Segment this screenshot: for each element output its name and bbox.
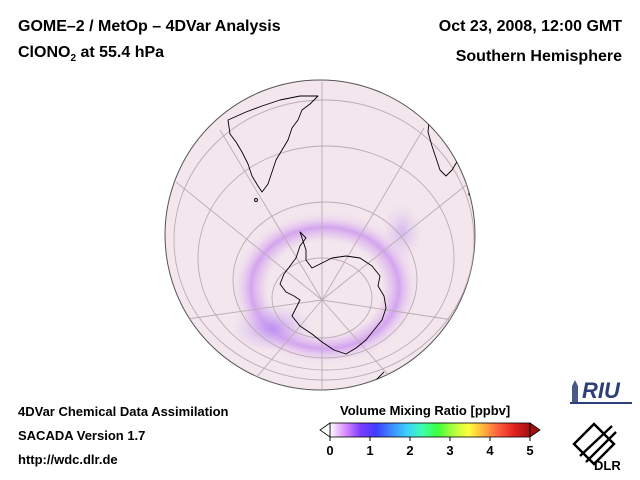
colorbar-ticks: 0 1 2 3 4 5 <box>326 437 534 458</box>
high-value-blob-east <box>382 204 422 260</box>
footer-url[interactable]: http://wdc.dlr.de <box>18 452 118 467</box>
south-america-outline <box>227 95 319 193</box>
species-level-label: ClONO2 at 55.4 hPa <box>18 44 164 64</box>
colorbar-under-arrow <box>319 422 331 438</box>
antarctica-outline <box>279 231 387 355</box>
hemisphere-label: Southern Hemisphere <box>455 48 622 65</box>
map-title: GOME–2 / MetOp – 4DVar Analysis <box>18 18 281 35</box>
colorbar-body <box>329 422 531 438</box>
species-subscript: 2 <box>70 53 77 65</box>
footer-version: SACADA Version 1.7 <box>18 428 146 443</box>
dlr-logo-mark <box>572 422 617 466</box>
riu-logo: RIU <box>570 378 632 404</box>
colorbar-tick-label: 2 <box>406 443 413 458</box>
riu-logo-text: RIU <box>582 378 621 403</box>
footer-system: 4DVar Chemical Data Assimilation <box>18 404 229 419</box>
colorbar-tick-label: 4 <box>486 443 494 458</box>
pressure-level: at 55.4 hPa <box>76 44 165 61</box>
colorbar-title: Volume Mixing Ratio [ppbv] <box>340 403 511 418</box>
colorbar: 0 1 2 3 4 5 <box>319 422 541 458</box>
colorbar-tick-label: 1 <box>366 443 373 458</box>
graticule <box>173 82 475 390</box>
riu-logo-mark <box>572 380 578 402</box>
dlr-logo: DLR <box>572 422 621 473</box>
dlr-logo-text: DLR <box>594 458 621 473</box>
colorbar-tick-label: 0 <box>326 443 333 458</box>
australia-outline <box>429 339 469 361</box>
colorbar-over-arrow <box>529 422 541 438</box>
colorbar-tick-label: 5 <box>526 443 533 458</box>
analysis-date: Oct 23, 2008, 12:00 GMT <box>438 18 622 35</box>
madagascar-outline <box>465 159 475 181</box>
colorbar-tick-label: 3 <box>446 443 453 458</box>
species-name: ClONO <box>18 44 71 61</box>
